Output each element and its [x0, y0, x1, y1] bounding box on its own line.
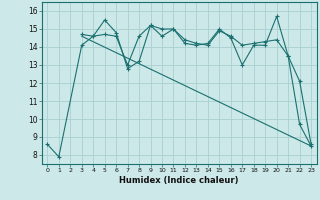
- X-axis label: Humidex (Indice chaleur): Humidex (Indice chaleur): [119, 176, 239, 185]
